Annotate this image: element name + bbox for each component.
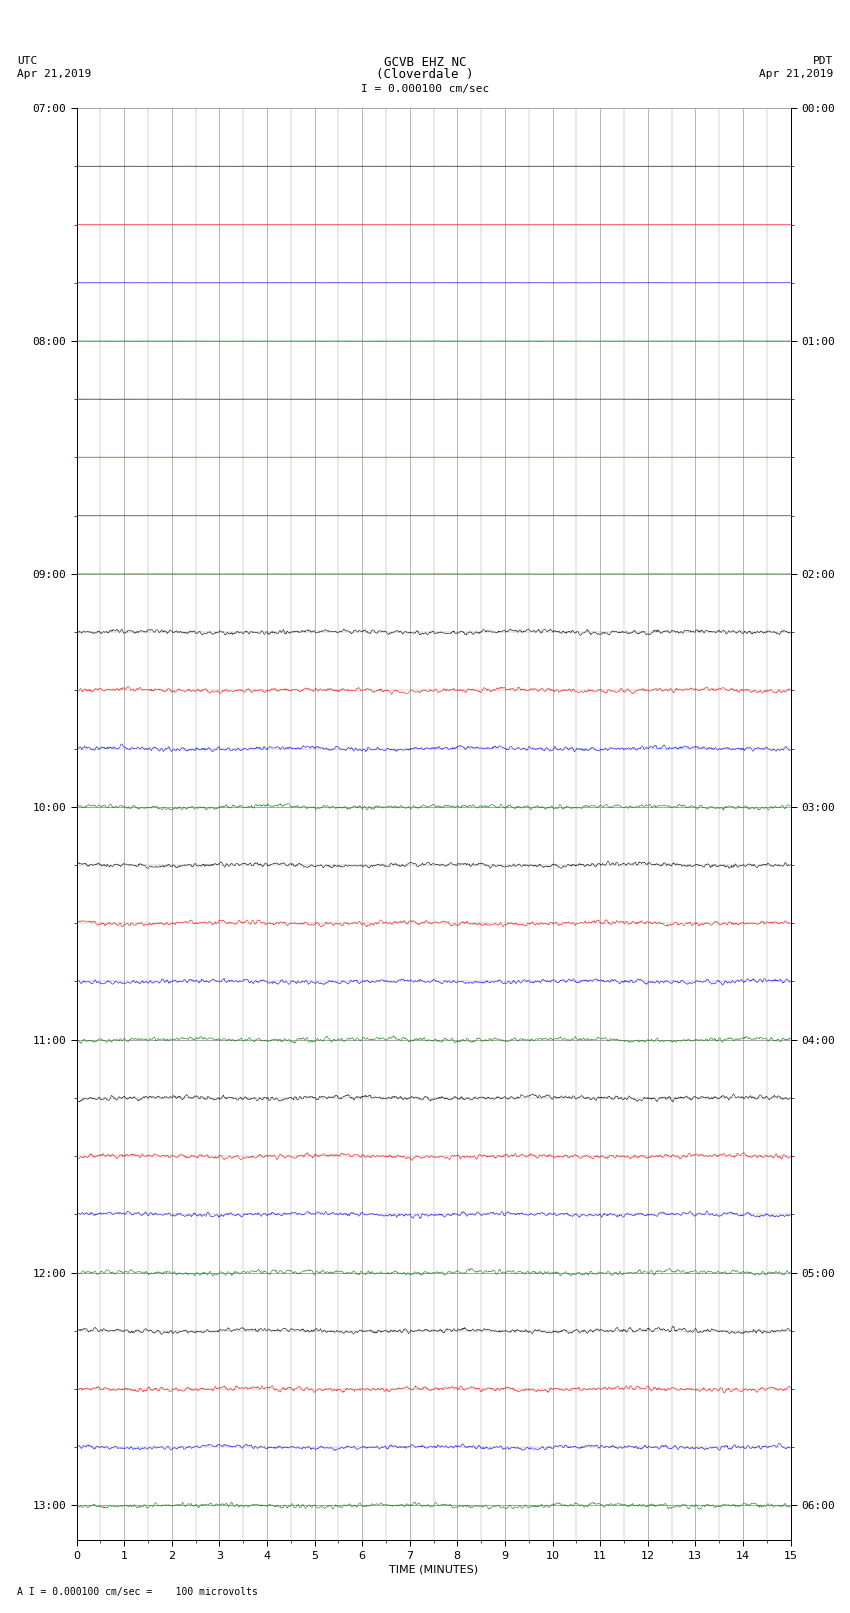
Text: UTC: UTC — [17, 56, 37, 66]
Text: A I = 0.000100 cm/sec =    100 microvolts: A I = 0.000100 cm/sec = 100 microvolts — [17, 1587, 258, 1597]
Text: Apr 21,2019: Apr 21,2019 — [759, 69, 833, 79]
X-axis label: TIME (MINUTES): TIME (MINUTES) — [389, 1565, 478, 1574]
Text: (Cloverdale ): (Cloverdale ) — [377, 68, 473, 82]
Text: I = 0.000100 cm/sec: I = 0.000100 cm/sec — [361, 84, 489, 94]
Text: Apr 21,2019: Apr 21,2019 — [17, 69, 91, 79]
Text: GCVB EHZ NC: GCVB EHZ NC — [383, 55, 467, 69]
Text: PDT: PDT — [813, 56, 833, 66]
